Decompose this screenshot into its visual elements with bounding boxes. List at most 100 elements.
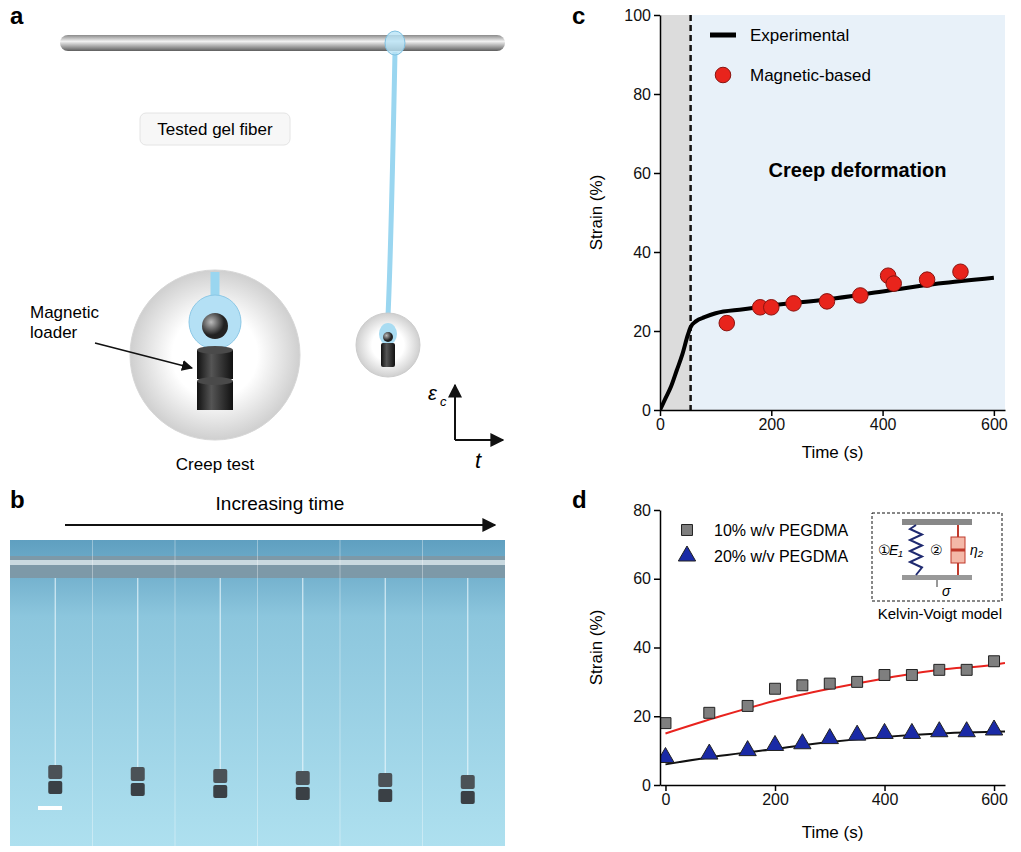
y-tick-mark [654,647,660,649]
y-tick: 0 [642,777,660,794]
y-arrow [454,385,456,440]
fit-line [665,663,1005,733]
data-point [906,670,917,681]
photo-fiber [137,578,138,767]
y-tick-label: 60 [633,165,651,182]
zoom-spot [356,313,420,377]
y-tick: 0 [642,402,660,419]
x-axis: 0200400600 [656,410,1008,433]
data-point [853,288,869,304]
photo-fiber [55,578,56,765]
y-tick-label: 40 [633,244,651,261]
photo-weight [131,767,145,781]
load-line [937,580,938,587]
data-point [660,747,674,762]
inset-top-bar [902,519,972,525]
data-point [786,296,802,312]
chart-c: 0200400600020406080100Time (s)Strain (%)… [572,2,1008,462]
legend-label: Magnetic-based [750,66,871,85]
data-point [953,264,969,280]
y-tick-mark [654,252,660,254]
data-point [919,272,935,288]
loader-label: Magneticloader [30,303,99,342]
magnet-1 [197,381,233,410]
x-axis-line [661,410,1006,412]
spring [910,525,922,575]
rod [60,35,505,51]
photo-fiber [220,578,221,769]
inset-bottom-bar [902,575,972,580]
gel-fiber [388,52,395,316]
time-arrow [65,524,495,526]
data-point [934,664,945,675]
data-point [879,670,890,681]
data-point [770,683,781,694]
y-tick-mark [654,94,660,96]
photo-fiber [302,578,303,771]
y-axis-title: Strain (%) [587,610,606,686]
arrow-label: Increasing time [216,493,345,514]
y-tick-label: 0 [642,402,651,419]
data-point [794,734,811,749]
y-tick-label: 60 [633,570,651,587]
x-tick-label: 200 [762,791,789,808]
data-point [824,678,835,689]
x-tick-mark [882,410,884,416]
y-tick-label: 20 [633,708,651,725]
data-point [886,276,902,292]
data-point [766,735,783,750]
data-point [985,720,1002,735]
plot-background [660,15,1005,410]
y-tick: 20 [633,708,660,725]
gel-drop [189,295,241,349]
y-tick-label: 40 [633,639,651,656]
data-point [903,723,920,738]
x-tick: 200 [758,410,785,433]
panel-letter: a [10,2,24,29]
x-tick: 600 [981,785,1008,808]
panel-letter: b [10,486,25,513]
data-point [821,729,838,744]
gel-drop-small [379,323,397,345]
x-tick-label: 400 [870,416,897,433]
data-point [660,718,671,729]
legend-swatch [710,33,736,38]
photo-weight [296,787,310,800]
panel-letter: c [572,2,585,29]
y-tick-label: 80 [633,86,651,103]
frame-edge [257,540,258,846]
x-tick-label: 600 [981,416,1008,433]
inset-label: ② [930,542,943,558]
y-axis-title: Strain (%) [587,175,606,251]
y-tick-mark [654,716,660,718]
inset-frame [872,513,1002,601]
x-tick: 200 [762,785,789,808]
y-axis-line [660,16,662,411]
legend: Experimental Magnetic-based [710,26,871,85]
inset-label: E₁ [889,542,903,558]
inset: ①E₁②η₂σ [872,513,1002,601]
legend-swatch [715,67,731,83]
data-point [876,723,893,738]
x-tick-label: 400 [872,791,899,808]
photo-weight [48,765,62,779]
data-point [958,722,975,737]
legend-swatch [682,525,693,536]
x-axis-title: Time (s) [802,823,864,842]
y-tick: 20 [633,323,660,340]
legend-label: Experimental [750,26,849,45]
frame-edge [340,540,341,846]
y-tick: 40 [633,244,660,261]
ball-small [383,332,393,342]
photo-weight [378,773,392,787]
inset-label: σ [942,583,951,599]
plot-area [660,656,1005,765]
y-tick: 80 [633,86,660,103]
data-point [719,315,735,331]
annotation: Creep deformation [769,159,947,181]
data-point [848,725,865,740]
test-label: Creep test [176,455,255,474]
dashpot-piston [951,549,965,552]
data-point [701,744,718,759]
photo-weight [131,783,145,796]
